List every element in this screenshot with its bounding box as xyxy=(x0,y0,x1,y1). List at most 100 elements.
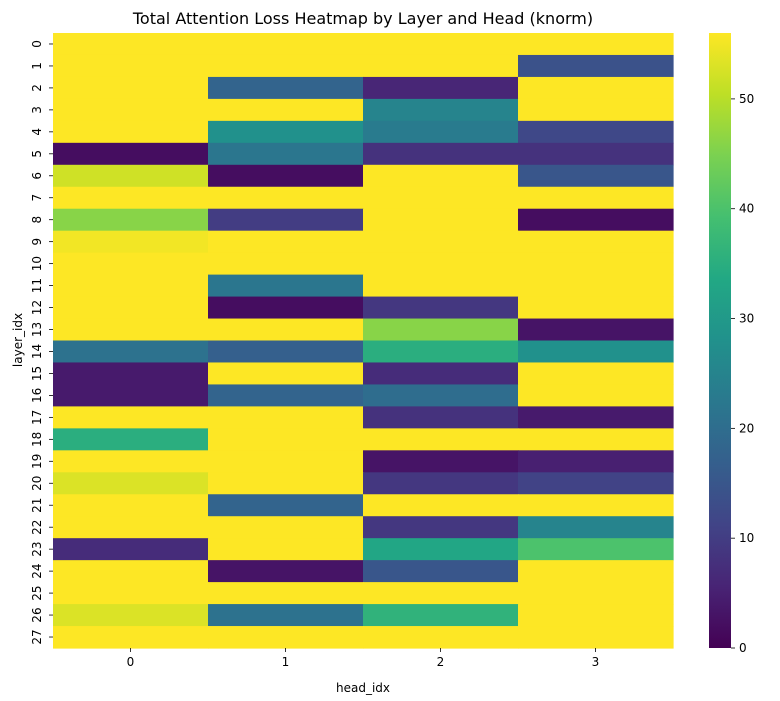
heatmap-cell xyxy=(518,472,674,495)
heatmap-cell xyxy=(53,384,209,407)
heatmap-cells xyxy=(53,33,674,649)
y-tick-label: 17 xyxy=(30,410,44,425)
heatmap-cell xyxy=(518,384,674,407)
y-tick-label: 27 xyxy=(30,629,44,644)
y-tick-label: 5 xyxy=(30,150,44,158)
heatmap-cell xyxy=(363,186,519,210)
y-tick-label: 2 xyxy=(30,84,44,92)
heatmap-cell xyxy=(363,296,519,320)
heatmap-cell xyxy=(208,296,364,320)
y-tick-label: 1 xyxy=(30,62,44,70)
heatmap-cell xyxy=(53,472,209,495)
heatmap-cell xyxy=(53,538,209,561)
colorbar-tick-label: 30 xyxy=(739,312,754,326)
x-axis-ticks: 0 1 2 3 xyxy=(127,648,599,669)
x-axis-label: head_idx xyxy=(336,681,390,695)
heatmap-cell xyxy=(363,54,519,78)
heatmap-cell xyxy=(53,76,209,100)
heatmap-cell xyxy=(518,252,674,276)
heatmap-cell xyxy=(208,230,364,254)
heatmap-cell xyxy=(53,494,209,517)
y-tick-label: 13 xyxy=(30,322,44,337)
heatmap-cell xyxy=(518,406,674,429)
y-tick-label: 7 xyxy=(30,194,44,202)
heatmap-cell xyxy=(208,76,364,100)
heatmap-cell xyxy=(363,472,519,495)
heatmap-cell xyxy=(363,406,519,429)
heatmap-cell xyxy=(208,582,364,605)
heatmap-cell xyxy=(518,296,674,320)
heatmap-cell xyxy=(208,626,364,649)
heatmap-cell xyxy=(363,318,519,342)
heatmap-cell xyxy=(53,406,209,429)
colorbar-tick-label: 10 xyxy=(739,531,754,545)
heatmap-cell xyxy=(208,362,364,386)
heatmap-cell xyxy=(53,208,209,232)
heatmap-cell xyxy=(208,98,364,122)
heatmap-cell xyxy=(518,318,674,342)
heatmap-cell xyxy=(53,318,209,342)
y-tick-label: 15 xyxy=(30,366,44,381)
heatmap-cell xyxy=(53,54,209,78)
x-tick-label: 0 xyxy=(127,655,135,669)
y-tick-label: 11 xyxy=(30,278,44,293)
colorbar-ticks: 0 10 20 30 40 50 xyxy=(731,92,754,655)
heatmap-cell xyxy=(518,560,674,583)
heatmap-cell xyxy=(208,186,364,210)
heatmap-cell xyxy=(208,318,364,342)
y-tick-label: 19 xyxy=(30,454,44,469)
colorbar-tick-label: 40 xyxy=(739,202,754,216)
heatmap-cell xyxy=(363,142,519,166)
heatmap-cell xyxy=(208,494,364,517)
heatmap-cell xyxy=(518,340,674,364)
heatmap-cell xyxy=(53,230,209,254)
heatmap-cell xyxy=(518,98,674,122)
heatmap-cell xyxy=(363,208,519,232)
colorbar-tick-label: 0 xyxy=(739,641,747,655)
y-tick-label: 21 xyxy=(30,498,44,513)
heatmap-cell xyxy=(518,450,674,473)
heatmap-cell xyxy=(53,626,209,649)
heatmap-cell xyxy=(363,538,519,561)
heatmap-cell xyxy=(363,230,519,254)
heatmap-cell xyxy=(363,274,519,298)
heatmap-cell xyxy=(208,340,364,364)
heatmap-cell xyxy=(363,384,519,407)
heatmap-cell xyxy=(363,76,519,100)
heatmap-cell xyxy=(518,120,674,144)
heatmap-cell xyxy=(518,538,674,561)
heatmap-cell xyxy=(53,362,209,386)
chart-title: Total Attention Loss Heatmap by Layer an… xyxy=(132,9,593,28)
heatmap-cell xyxy=(363,340,519,364)
heatmap-cell xyxy=(208,142,364,166)
colorbar xyxy=(709,33,731,648)
heatmap-cell xyxy=(518,186,674,210)
heatmap-cell xyxy=(363,120,519,144)
y-axis-label: layer_idx xyxy=(11,313,25,367)
heatmap-cell xyxy=(53,560,209,583)
heatmap-cell xyxy=(363,582,519,605)
heatmap-cell xyxy=(518,274,674,298)
heatmap-cell xyxy=(363,164,519,188)
heatmap-cell xyxy=(208,516,364,539)
y-tick-label: 18 xyxy=(30,432,44,447)
heatmap-cell xyxy=(363,252,519,276)
heatmap-cell xyxy=(208,120,364,144)
heatmap-cell xyxy=(53,120,209,144)
heatmap-cell xyxy=(363,494,519,517)
heatmap-cell xyxy=(53,33,209,56)
heatmap-cell xyxy=(53,340,209,364)
heatmap-cell xyxy=(53,142,209,166)
heatmap-cell xyxy=(208,208,364,232)
heatmap-cell xyxy=(208,428,364,451)
y-tick-label: 20 xyxy=(30,476,44,491)
heatmap-cell xyxy=(53,582,209,605)
y-tick-label: 10 xyxy=(30,256,44,271)
y-tick-label: 26 xyxy=(30,607,44,622)
y-tick-label: 14 xyxy=(30,344,44,359)
heatmap-cell xyxy=(208,560,364,583)
heatmap-cell xyxy=(53,252,209,276)
heatmap-cell xyxy=(363,98,519,122)
heatmap-cell xyxy=(208,252,364,276)
